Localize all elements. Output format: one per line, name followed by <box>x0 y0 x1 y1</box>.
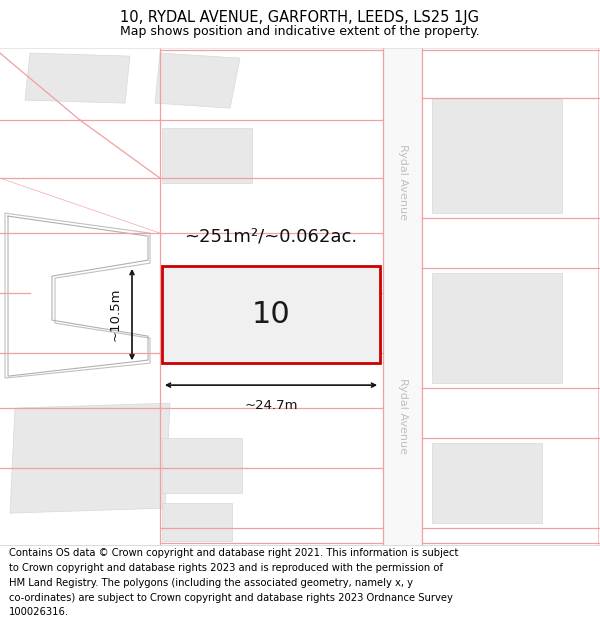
Bar <box>162 266 380 363</box>
Text: to Crown copyright and database rights 2023 and is reproduced with the permissio: to Crown copyright and database rights 2… <box>9 563 443 573</box>
Text: Rydal Avenue: Rydal Avenue <box>398 144 407 220</box>
Bar <box>432 443 542 523</box>
Polygon shape <box>25 53 130 103</box>
Bar <box>383 48 422 545</box>
Bar <box>162 503 232 541</box>
Text: HM Land Registry. The polygons (including the associated geometry, namely x, y: HM Land Registry. The polygons (includin… <box>9 578 413 587</box>
Polygon shape <box>5 213 150 378</box>
Text: Rydal Avenue: Rydal Avenue <box>398 378 407 454</box>
Polygon shape <box>10 403 170 513</box>
Polygon shape <box>155 53 240 108</box>
Bar <box>432 98 562 213</box>
Text: ~10.5m: ~10.5m <box>109 288 122 341</box>
Text: ~24.7m: ~24.7m <box>244 399 298 412</box>
Bar <box>175 268 295 363</box>
Text: Contains OS data © Crown copyright and database right 2021. This information is : Contains OS data © Crown copyright and d… <box>9 548 458 558</box>
Bar <box>162 128 252 183</box>
Text: 10, RYDAL AVENUE, GARFORTH, LEEDS, LS25 1JG: 10, RYDAL AVENUE, GARFORTH, LEEDS, LS25 … <box>121 9 479 24</box>
Text: 100026316.: 100026316. <box>9 608 69 618</box>
Bar <box>162 438 242 493</box>
Bar <box>432 273 562 383</box>
Text: ~251m²/~0.062ac.: ~251m²/~0.062ac. <box>184 227 358 245</box>
Text: Map shows position and indicative extent of the property.: Map shows position and indicative extent… <box>120 24 480 38</box>
Text: co-ordinates) are subject to Crown copyright and database rights 2023 Ordnance S: co-ordinates) are subject to Crown copyr… <box>9 592 453 602</box>
Text: 10: 10 <box>251 300 290 329</box>
